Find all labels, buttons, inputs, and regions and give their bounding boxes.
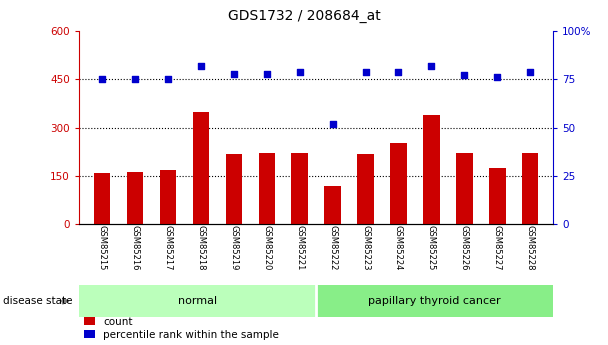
Point [130, 77, 140, 82]
Point [163, 77, 173, 82]
Point [492, 75, 502, 80]
Point [262, 71, 272, 76]
Text: normal: normal [178, 296, 217, 306]
Bar [94, 174, 110, 224]
Text: disease state: disease state [3, 296, 72, 306]
Text: GSM85227: GSM85227 [493, 226, 502, 271]
Text: GSM85223: GSM85223 [361, 226, 370, 271]
Point [97, 77, 107, 82]
Point [295, 69, 305, 75]
Bar [258, 153, 275, 224]
Text: GSM85225: GSM85225 [427, 226, 436, 271]
Point [229, 71, 239, 76]
Bar [127, 172, 143, 224]
Bar [291, 153, 308, 224]
Text: GSM85224: GSM85224 [394, 226, 403, 271]
Bar [226, 154, 242, 224]
Point [361, 69, 370, 75]
Point [393, 69, 403, 75]
Bar [358, 154, 374, 224]
Point [427, 63, 437, 69]
Bar [316, 285, 553, 317]
Bar [456, 154, 472, 224]
Text: papillary thyroid cancer: papillary thyroid cancer [368, 296, 501, 306]
Point [328, 121, 337, 127]
Point [196, 63, 206, 69]
Bar [423, 115, 440, 224]
Point [525, 69, 535, 75]
Text: GSM85221: GSM85221 [295, 226, 304, 271]
Legend: count, percentile rank within the sample: count, percentile rank within the sample [85, 317, 279, 340]
Text: GSM85222: GSM85222 [328, 226, 337, 271]
Text: GSM85218: GSM85218 [196, 226, 206, 271]
Bar [390, 143, 407, 224]
Bar [325, 186, 341, 224]
Bar [79, 285, 316, 317]
Text: GSM85228: GSM85228 [526, 226, 534, 271]
Bar [522, 154, 539, 224]
Text: GSM85226: GSM85226 [460, 226, 469, 271]
Text: GSM85215: GSM85215 [98, 226, 106, 271]
Point [460, 73, 469, 78]
Text: GSM85216: GSM85216 [131, 226, 139, 271]
Bar [193, 111, 209, 224]
Bar [160, 169, 176, 224]
Text: GDS1732 / 208684_at: GDS1732 / 208684_at [227, 9, 381, 23]
Bar [489, 168, 505, 224]
Text: GSM85217: GSM85217 [164, 226, 173, 271]
Text: GSM85220: GSM85220 [262, 226, 271, 271]
Text: GSM85219: GSM85219 [229, 226, 238, 271]
